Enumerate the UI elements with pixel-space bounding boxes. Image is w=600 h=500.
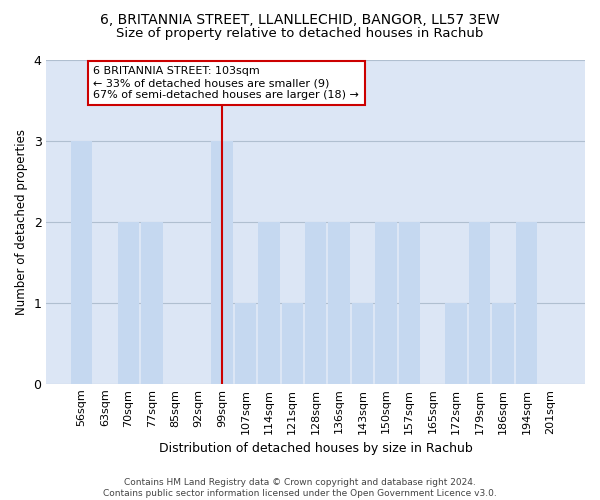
- Bar: [141, 222, 163, 384]
- Bar: [469, 222, 490, 384]
- Bar: [398, 222, 420, 384]
- Bar: [211, 141, 233, 384]
- Bar: [492, 303, 514, 384]
- Bar: [445, 303, 467, 384]
- Bar: [352, 303, 373, 384]
- Text: Size of property relative to detached houses in Rachub: Size of property relative to detached ho…: [116, 28, 484, 40]
- Text: Contains HM Land Registry data © Crown copyright and database right 2024.
Contai: Contains HM Land Registry data © Crown c…: [103, 478, 497, 498]
- Text: 6, BRITANNIA STREET, LLANLLECHID, BANGOR, LL57 3EW: 6, BRITANNIA STREET, LLANLLECHID, BANGOR…: [100, 12, 500, 26]
- Bar: [305, 222, 326, 384]
- Bar: [235, 303, 256, 384]
- Y-axis label: Number of detached properties: Number of detached properties: [15, 129, 28, 315]
- Bar: [328, 222, 350, 384]
- Bar: [71, 141, 92, 384]
- Text: 6 BRITANNIA STREET: 103sqm
← 33% of detached houses are smaller (9)
67% of semi-: 6 BRITANNIA STREET: 103sqm ← 33% of deta…: [94, 66, 359, 100]
- Bar: [118, 222, 139, 384]
- X-axis label: Distribution of detached houses by size in Rachub: Distribution of detached houses by size …: [159, 442, 473, 455]
- Bar: [258, 222, 280, 384]
- Bar: [375, 222, 397, 384]
- Bar: [515, 222, 537, 384]
- Bar: [281, 303, 303, 384]
